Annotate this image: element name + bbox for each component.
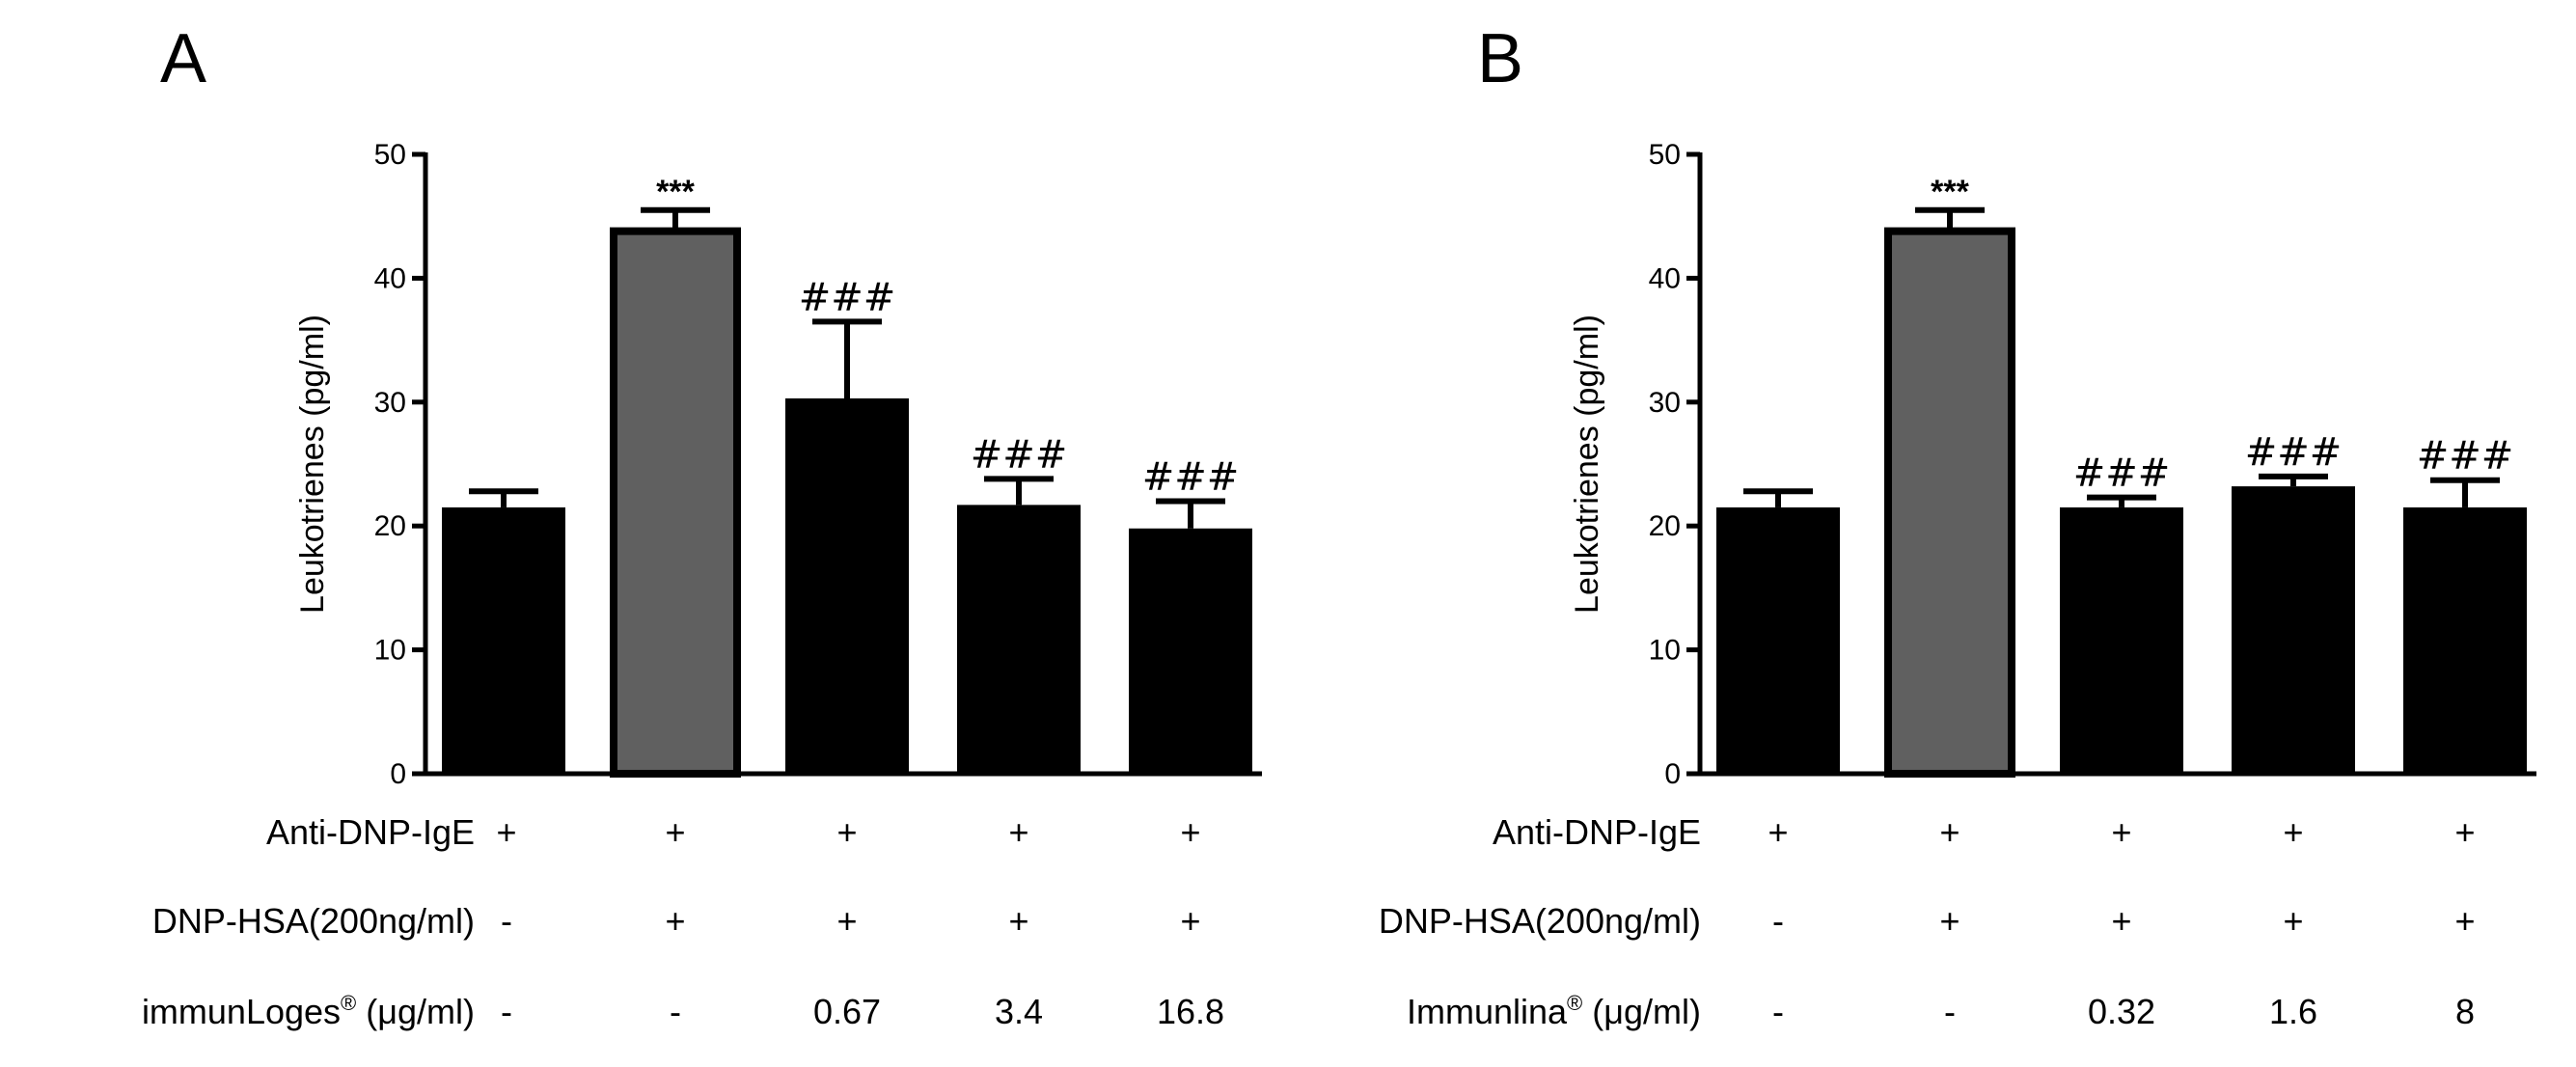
y-tick-label: 0 xyxy=(1664,758,1681,790)
y-tick-label: 50 xyxy=(374,139,406,171)
condition-value: + xyxy=(2283,812,2303,852)
condition-label-text: Anti-DNP-IgE xyxy=(1493,812,1701,852)
bar xyxy=(2060,506,2183,774)
condition-value: - xyxy=(1944,992,1956,1031)
significance-marker: ### xyxy=(2073,451,2171,496)
bar xyxy=(957,505,1081,774)
chart-panel-b: B 0 10 20 30 40 50 Leukotrienes (pg/ml) *** ### ##… xyxy=(1379,20,2536,1031)
condition-value: + xyxy=(1768,812,1788,852)
condition-value: 0.32 xyxy=(2088,992,2155,1031)
condition-value: 8 xyxy=(2455,992,2475,1031)
significance-marker: ### xyxy=(971,432,1068,477)
y-tick-label: 40 xyxy=(1649,262,1681,294)
condition-label: Immunlina® (μg/ml) xyxy=(1407,991,1701,1031)
registered-mark: ® xyxy=(341,991,356,1015)
panel-letter: B xyxy=(1477,20,1523,97)
registered-mark: ® xyxy=(1567,991,1582,1015)
panel-letter: A xyxy=(160,20,206,97)
condition-value: + xyxy=(2454,812,2475,852)
bar xyxy=(2403,506,2527,774)
condition-value: + xyxy=(1939,901,1959,941)
condition-value: + xyxy=(1008,812,1028,852)
condition-label-text: DNP-HSA(200ng/ml) xyxy=(1379,901,1701,941)
bar xyxy=(2232,486,2355,774)
condition-value: 3.4 xyxy=(995,992,1043,1031)
condition-value: - xyxy=(501,992,512,1031)
y-axis-label: Leukotrienes (pg/ml) xyxy=(294,315,331,614)
condition-value: - xyxy=(1772,992,1784,1031)
condition-value: + xyxy=(2454,901,2475,941)
condition-value: + xyxy=(1008,901,1028,941)
condition-label-text: DNP-HSA(200ng/ml) xyxy=(152,901,475,941)
bar xyxy=(1884,227,2015,779)
condition-value: + xyxy=(2283,901,2303,941)
y-tick-label: 30 xyxy=(374,387,406,419)
condition-value: - xyxy=(670,992,681,1031)
y-tick-label: 30 xyxy=(1649,387,1681,419)
condition-label: Anti-DNP-IgE xyxy=(1493,812,1701,852)
bar xyxy=(785,397,909,774)
condition-value: 0.67 xyxy=(813,992,881,1031)
y-tick-label: 20 xyxy=(374,510,406,542)
condition-value: + xyxy=(2111,812,2131,852)
y-tick-label: 50 xyxy=(1649,139,1681,171)
condition-value: + xyxy=(1939,812,1959,852)
condition-label-text: Immunlina xyxy=(1407,992,1568,1031)
condition-value: + xyxy=(1180,901,1200,941)
chart-panel-a: A 0 10 20 30 40 50 Leukotrienes (pg/ml) *** ### ##… xyxy=(142,20,1262,1031)
significance-marker: *** xyxy=(656,174,695,210)
y-tick-label: 40 xyxy=(374,262,406,294)
significance-marker: ### xyxy=(2417,434,2514,479)
significance-marker: ### xyxy=(1142,455,1240,500)
condition-value: + xyxy=(665,901,685,941)
significance-marker: ### xyxy=(799,275,896,319)
condition-value: + xyxy=(665,812,685,852)
y-tick-label: 10 xyxy=(374,635,406,667)
condition-label-text: immunLoges xyxy=(142,992,341,1031)
y-tick-label: 10 xyxy=(1649,635,1681,667)
condition-value: + xyxy=(1180,812,1200,852)
condition-unit: (μg/ml) xyxy=(1582,992,1701,1031)
condition-value: + xyxy=(836,901,857,941)
condition-label-text: Anti-DNP-IgE xyxy=(266,812,475,852)
bar xyxy=(1129,528,1252,774)
condition-label: DNP-HSA(200ng/ml) xyxy=(1379,901,1701,941)
condition-value: 1.6 xyxy=(2269,992,2317,1031)
condition-value: + xyxy=(836,812,857,852)
condition-value: + xyxy=(496,812,516,852)
bar xyxy=(610,227,741,779)
y-axis-label: Leukotrienes (pg/ml) xyxy=(1569,315,1605,614)
bar xyxy=(1716,506,1840,774)
condition-unit: (μg/ml) xyxy=(356,992,475,1031)
condition-label: Anti-DNP-IgE xyxy=(266,812,475,852)
condition-value: - xyxy=(501,901,512,941)
bar xyxy=(442,506,565,774)
condition-value: + xyxy=(2111,901,2131,941)
condition-value: 16.8 xyxy=(1157,992,1224,1031)
condition-label: DNP-HSA(200ng/ml) xyxy=(152,901,475,941)
condition-label: immunLoges® (μg/ml) xyxy=(142,991,475,1031)
y-tick-label: 0 xyxy=(390,758,406,790)
y-tick-label: 20 xyxy=(1649,510,1681,542)
significance-marker: ### xyxy=(2245,430,2343,475)
significance-marker: *** xyxy=(1931,174,1969,210)
condition-value: - xyxy=(1772,901,1784,941)
